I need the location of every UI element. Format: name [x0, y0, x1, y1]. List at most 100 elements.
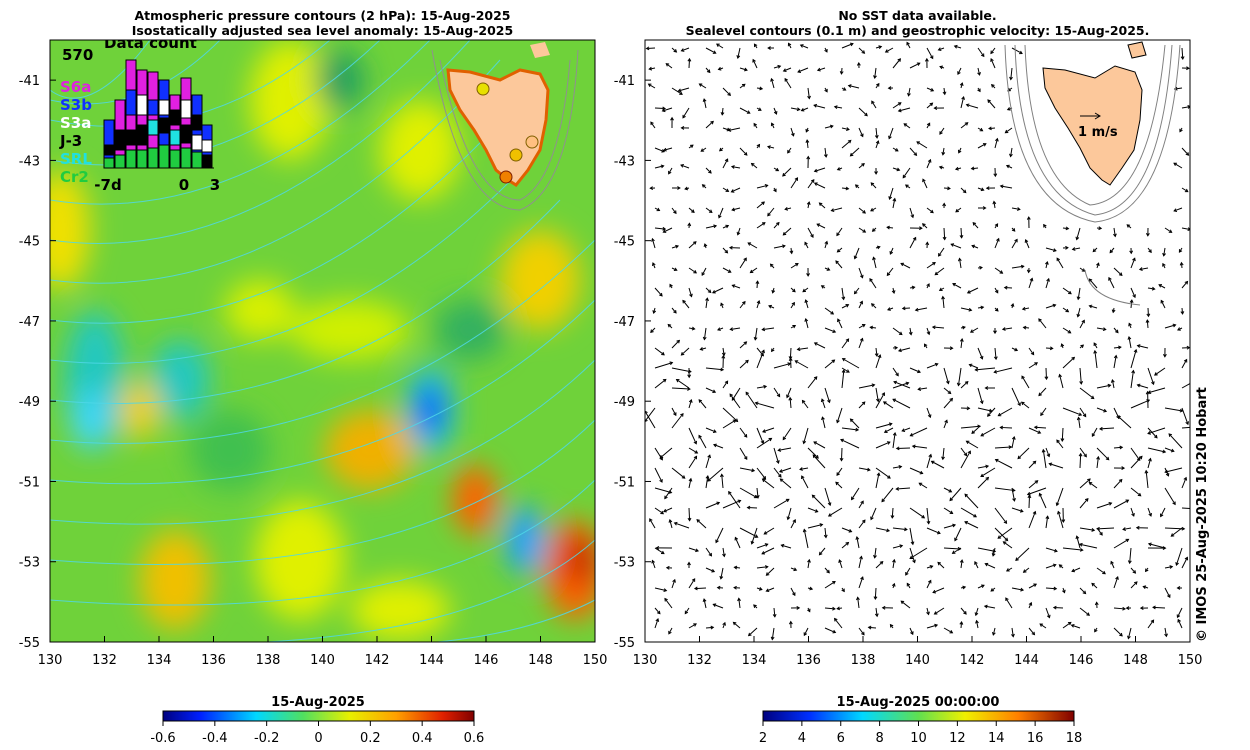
- velocity-vector: [671, 207, 677, 214]
- velocity-vector: [1056, 487, 1064, 506]
- velocity-vector: [875, 140, 879, 149]
- velocity-vector: [952, 547, 962, 554]
- velocity-vector: [671, 245, 679, 249]
- velocity-vector: [960, 450, 971, 469]
- velocity-vector: [705, 626, 714, 629]
- velocity-vector: [1079, 407, 1087, 417]
- velocity-vector: [943, 547, 961, 550]
- velocity-vector: [1148, 387, 1166, 394]
- velocity-vector: [926, 565, 933, 569]
- right-title-line2: Sealevel contours (0.1 m) and geostrophi…: [685, 23, 1150, 38]
- velocity-vector: [646, 47, 656, 50]
- velocity-vector: [1175, 547, 1183, 566]
- velocity-vector: [957, 367, 962, 386]
- velocity-vector: [926, 624, 938, 629]
- velocity-vector: [762, 427, 775, 433]
- velocity-vector: [1181, 281, 1188, 289]
- velocity-vector: [1005, 597, 1013, 609]
- velocity-vector: [654, 347, 665, 356]
- velocity-vector: [854, 287, 860, 294]
- velocity-vector: [1109, 247, 1115, 253]
- velocity-vector: [1096, 456, 1099, 469]
- velocity-vector: [707, 467, 724, 482]
- velocity-vector: [731, 187, 741, 193]
- velocity-vector: [1053, 606, 1064, 609]
- velocity-vector: [654, 379, 667, 389]
- velocity-vector: [1148, 543, 1166, 549]
- velocity-vector: [964, 493, 979, 509]
- velocity-vector: [688, 58, 691, 69]
- velocity-vector: [966, 104, 979, 109]
- velocity-vector: [781, 544, 792, 549]
- velocity-vector: [993, 201, 996, 209]
- velocity-vector: [858, 267, 864, 278]
- velocity-vector: [943, 507, 953, 514]
- velocity-vector: [1113, 538, 1129, 549]
- velocity-vector: [1071, 624, 1081, 629]
- velocity-vector: [817, 67, 826, 71]
- velocity-vector: [857, 597, 860, 609]
- velocity-vector: [730, 327, 741, 330]
- velocity-vector: [1113, 576, 1119, 589]
- velocity-vector: [1011, 507, 1023, 512]
- velocity-vector: [1147, 367, 1155, 385]
- velocity-vector: [1091, 583, 1098, 589]
- velocity-vector: [841, 304, 849, 309]
- velocity-vector: [824, 487, 831, 506]
- colorbar-tick-label: 4: [798, 731, 806, 746]
- velocity-vector: [841, 542, 849, 549]
- velocity-vector: [909, 62, 920, 69]
- colorbar-tick-label: -0.4: [202, 731, 227, 746]
- colorbar-tick-label: 6: [837, 731, 845, 746]
- pressure-contours: [50, 40, 595, 642]
- velocity-vector: [1164, 487, 1176, 505]
- lon-tick-label: 138: [851, 653, 876, 668]
- velocity-vector: [669, 519, 673, 529]
- velocity-vector: [1077, 417, 1081, 429]
- velocity-vector: [688, 623, 697, 629]
- velocity-vector: [995, 459, 1013, 469]
- velocity-vector: [909, 467, 923, 474]
- velocity-vector: [671, 47, 677, 53]
- velocity-vector: [1181, 147, 1189, 156]
- velocity-vector: [997, 527, 1013, 539]
- velocity-vector: [756, 467, 766, 480]
- velocity-vector: [1127, 627, 1132, 639]
- velocity-vector: [1011, 436, 1015, 449]
- velocity-vector: [838, 559, 843, 569]
- velocity-vector: [821, 399, 826, 409]
- velocity-vector: [926, 102, 933, 109]
- velocity-vector: [698, 435, 707, 449]
- velocity-vector: [694, 587, 707, 590]
- velocity-vector: [926, 454, 932, 469]
- data-count-xtick: -7d: [94, 176, 121, 194]
- velocity-vector: [980, 467, 996, 477]
- velocity-vector: [1181, 557, 1188, 569]
- velocity-vector: [1028, 511, 1036, 529]
- velocity-vector: [960, 96, 965, 109]
- velocity-vector: [718, 207, 724, 218]
- velocity-vector: [1006, 567, 1013, 572]
- velocity-vector: [881, 487, 894, 502]
- velocity-vector: [688, 267, 697, 274]
- lon-tick-label: 140: [905, 653, 930, 668]
- velocity-vector: [1163, 247, 1166, 256]
- velocity-vector: [813, 441, 826, 449]
- velocity-vector: [756, 427, 764, 444]
- velocity-vector: [905, 567, 911, 576]
- velocity-vector: [790, 127, 795, 136]
- velocity-vector: [900, 262, 911, 269]
- velocity-vector: [802, 400, 809, 409]
- velocity-vector: [841, 527, 852, 533]
- velocity-vector: [773, 222, 780, 229]
- velocity-vector: [1096, 502, 1112, 509]
- velocity-vector: [824, 607, 835, 610]
- velocity-vector: [773, 245, 786, 249]
- velocity-vector: [942, 296, 945, 309]
- velocity-vector: [1181, 106, 1190, 109]
- velocity-vector: [977, 407, 992, 412]
- velocity-vector: [858, 163, 865, 169]
- velocity-vector: [910, 427, 928, 437]
- velocity-vector: [790, 263, 799, 269]
- lat-tick-label: -55: [614, 636, 635, 651]
